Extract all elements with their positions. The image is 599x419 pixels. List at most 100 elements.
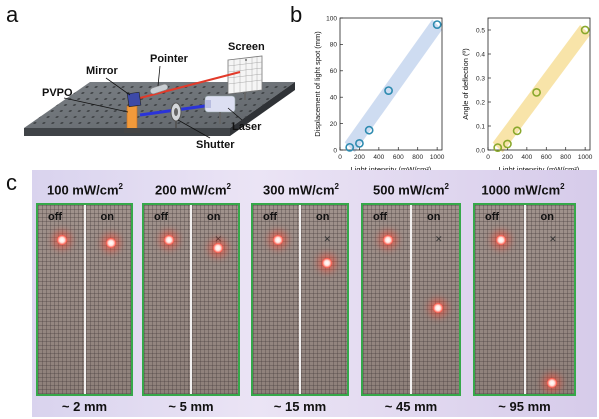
x-tick-label: 200 <box>502 154 513 161</box>
x-tick-label: 400 <box>521 154 532 161</box>
shutter-label: Shutter <box>196 139 235 151</box>
plot-frame <box>339 17 443 151</box>
intensity-label: 100 mW/cm2 <box>30 182 140 197</box>
y-tick-label: 0.5 <box>476 27 485 34</box>
chart-displacement: 0 200 400 600 800 1000 0 20 40 60 80 100 Light inten… <box>313 15 445 174</box>
chart-angle: 0 200 400 600 800 1000 0.0 0.1 0.2 0.3 0.4 0.5 Light… <box>461 17 593 174</box>
on-label: on <box>540 211 554 223</box>
intensity-text: 300 mW/cm <box>263 182 335 198</box>
photo-frame: off on <box>36 203 133 396</box>
photo-frame: off on ✕ <box>473 203 576 396</box>
intensity-text: 100 mW/cm <box>47 182 119 198</box>
off-label: off <box>263 211 278 223</box>
on-light-spot <box>105 238 116 248</box>
mirror-label: Mirror <box>86 65 119 77</box>
y-tick-label: 0.3 <box>476 75 485 82</box>
intensity-unit-exponent: 2 <box>226 182 231 191</box>
x-tick-label: 200 <box>354 154 365 161</box>
off-light-spot <box>383 235 393 245</box>
on-light-spot <box>433 302 443 313</box>
laser-device <box>204 95 236 124</box>
shutter-device <box>170 102 182 128</box>
x-tick-label: 1000 <box>578 154 593 161</box>
off-label: off <box>154 211 169 223</box>
original-position-mark: ✕ <box>435 234 443 244</box>
screen-grid <box>227 55 263 100</box>
original-position-mark: ✕ <box>323 234 332 244</box>
panel-letter-b: b <box>290 2 303 27</box>
data-point <box>345 142 355 152</box>
displacement-label: ~ 5 mm <box>168 399 214 414</box>
displacement-label: ~ 15 mm <box>273 399 327 414</box>
photo-frame: off on ✕ <box>142 203 240 396</box>
off-label: off <box>373 211 388 223</box>
y-tick-label: 60 <box>330 68 338 75</box>
y-tick-label: 0.0 <box>476 147 485 154</box>
screen-label: Screen <box>228 41 265 53</box>
laser-label: Laser <box>232 121 262 133</box>
photo-divider <box>523 205 526 394</box>
pointer-beam <box>139 71 241 99</box>
on-light-spot <box>212 242 223 253</box>
intensity-text: 1000 mW/cm <box>481 182 561 198</box>
photo-divider <box>299 205 301 394</box>
intensity-text: 200 mW/cm <box>155 182 227 198</box>
x-axis-label: Light intensity (mW/cm²) <box>351 165 432 174</box>
intensity-label: 200 mW/cm2 <box>138 182 248 197</box>
y-tick-label: 100 <box>326 15 337 22</box>
trend-band <box>344 19 443 153</box>
data-point <box>384 86 393 95</box>
x-tick-label: 600 <box>541 154 552 161</box>
intensity-unit-exponent: 2 <box>444 182 449 191</box>
intensity-text: 500 mW/cm <box>373 182 445 198</box>
x-tick-label: 800 <box>412 154 423 161</box>
x-tick-label: 0 <box>486 154 490 161</box>
intensity-unit-exponent: 2 <box>118 182 123 191</box>
x-tick-label: 0 <box>338 154 342 161</box>
displacement-label: ~ 45 mm <box>384 399 438 414</box>
photo-divider <box>410 205 412 394</box>
y-tick-label: 0 <box>333 147 337 154</box>
off-light-spot <box>272 235 283 245</box>
data-point <box>364 125 374 135</box>
on-label: on <box>207 211 221 223</box>
photo-frame: off on ✕ <box>251 203 349 396</box>
on-light-spot <box>321 257 332 268</box>
displacement-label: ~ 2 mm <box>61 399 108 414</box>
y-tick-label: 0.1 <box>476 123 485 130</box>
x-tick-label: 800 <box>560 154 571 161</box>
photo-frame: off on ✕ <box>361 203 461 396</box>
y-tick-label: 80 <box>330 42 338 49</box>
off-light-spot <box>495 235 506 245</box>
original-position-mark: ✕ <box>549 234 557 244</box>
x-axis-label: Light intensity (mW/cm²) <box>499 165 580 174</box>
data-point <box>355 138 364 148</box>
setup-illustration: Mirror Pointer Screen PVPO Laser Shutter <box>24 41 295 151</box>
on-label: on <box>100 211 114 223</box>
x-tick-label: 400 <box>373 154 384 161</box>
intensity-unit-exponent: 2 <box>334 182 339 191</box>
pvpo-label: PVPO <box>42 87 73 99</box>
original-position-mark: ✕ <box>214 234 223 244</box>
displacement-label: ~ 95 mm <box>498 399 551 414</box>
data-point <box>432 20 442 29</box>
plot-frame <box>487 17 591 151</box>
x-tick-label: 600 <box>393 154 404 161</box>
intensity-label: 1000 mW/cm2 <box>468 182 578 197</box>
on-light-spot <box>547 378 558 388</box>
off-label: off <box>485 211 500 223</box>
intensity-label: 300 mW/cm2 <box>246 182 356 197</box>
data-point <box>580 25 590 35</box>
y-tick-label: 40 <box>330 95 338 102</box>
intensity-unit-exponent: 2 <box>560 182 565 191</box>
optical-table <box>24 82 295 136</box>
data-point <box>532 88 541 97</box>
on-label: on <box>427 211 441 223</box>
y-tick-label: 20 <box>330 121 338 128</box>
data-point <box>512 126 522 136</box>
data-point <box>503 139 512 149</box>
mirror-element <box>126 91 142 108</box>
photo-divider <box>190 205 192 394</box>
intensity-label: 500 mW/cm2 <box>356 182 466 197</box>
photo-divider <box>83 205 86 394</box>
